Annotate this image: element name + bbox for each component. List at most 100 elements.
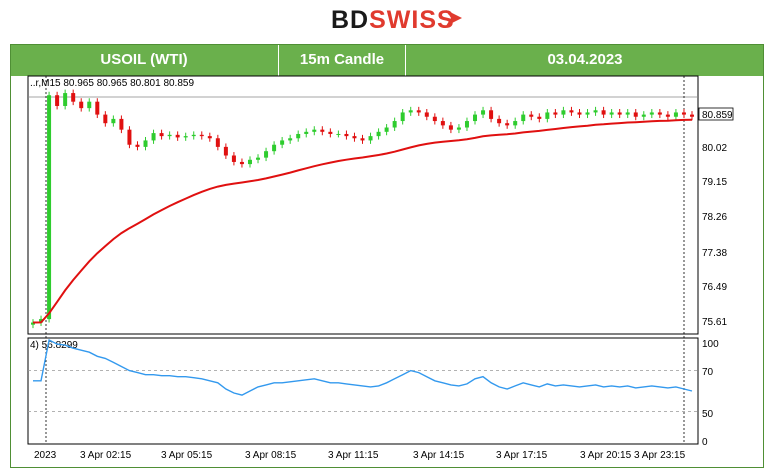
y-tick-label: 80.02	[702, 143, 727, 154]
candle-body	[416, 110, 421, 113]
candle-body	[31, 322, 35, 325]
current-price-label: 80.859	[702, 110, 733, 121]
candle-body	[39, 319, 44, 323]
candle-body	[513, 121, 518, 126]
x-tick-label: 3 Apr 23:15	[634, 450, 686, 461]
candle-body	[143, 140, 148, 147]
candle-body	[304, 131, 309, 134]
candle-body	[167, 134, 172, 137]
candle-body	[529, 114, 534, 117]
candle-body	[191, 134, 196, 137]
candle-body	[79, 101, 84, 109]
rsi-tick-label: 100	[702, 339, 719, 350]
candle-body	[456, 127, 461, 130]
candle-body	[312, 129, 317, 132]
x-tick-label: 3 Apr 11:15	[328, 450, 379, 461]
candle-body	[280, 140, 285, 145]
candle-body	[448, 125, 453, 130]
candle-body	[392, 121, 397, 128]
candle-body	[641, 114, 646, 117]
candle-body	[352, 136, 357, 139]
y-tick-label: 76.49	[702, 282, 727, 293]
candle-body	[673, 112, 678, 117]
candle-body	[135, 144, 140, 147]
candle-body	[384, 127, 389, 132]
candle-body	[690, 114, 694, 117]
candle-body	[127, 129, 132, 145]
candle-body	[497, 118, 502, 124]
candle-body	[577, 112, 582, 115]
candle-body	[119, 118, 124, 130]
candle-body	[545, 112, 550, 119]
candle-body	[569, 110, 574, 113]
candle-body	[103, 114, 108, 124]
candle-body	[585, 112, 590, 115]
date-label: 03.04.2023	[547, 51, 623, 68]
candle-body	[87, 101, 92, 109]
candle-body	[344, 133, 349, 137]
candle-body	[71, 93, 76, 102]
candle-body	[247, 159, 252, 165]
candle-body	[175, 134, 180, 138]
candle-body	[207, 136, 212, 139]
y-tick-label: 77.38	[702, 248, 727, 259]
candle-body	[183, 136, 188, 138]
rsi-tick-label: 0	[702, 437, 708, 448]
candle-body	[231, 155, 236, 162]
x-tick-label: 3 Apr 08:15	[245, 450, 297, 461]
candle-body	[408, 110, 413, 113]
candle-body	[264, 151, 269, 158]
rsi-tick-label: 50	[702, 409, 714, 420]
candle-body	[272, 144, 277, 152]
y-tick-label: 78.26	[702, 212, 727, 223]
candle-body	[649, 112, 654, 115]
y-tick-label: 75.61	[702, 317, 727, 328]
candle-body	[521, 114, 526, 122]
candle-body	[553, 112, 558, 115]
candle-body	[489, 110, 494, 119]
candle-body	[593, 110, 598, 113]
candle-body	[55, 95, 60, 106]
candle-body	[617, 112, 622, 115]
chart-header: USOIL (WTI) 15m Candle 03.04.2023	[10, 44, 764, 76]
candle-body	[336, 133, 341, 135]
candle-body	[537, 116, 542, 119]
candle-body	[95, 101, 100, 115]
moving-average-line	[32, 118, 693, 324]
candle-body	[328, 131, 333, 134]
candle-body	[481, 110, 486, 115]
candle-body	[159, 133, 164, 137]
brand-logo: BDSWISS	[0, 0, 780, 42]
candle-body	[288, 138, 293, 141]
indicator-title: 4) 56.8299	[30, 340, 78, 351]
candle-body	[63, 93, 68, 106]
candle-body	[440, 121, 445, 126]
x-tick-label: 3 Apr 17:15	[496, 450, 548, 461]
candle-body	[376, 131, 381, 137]
rsi-line	[33, 338, 693, 396]
logo-arrow-icon	[446, 10, 462, 26]
candle-body	[609, 112, 614, 115]
candle-body	[47, 95, 52, 320]
rsi-tick-label: 70	[702, 367, 714, 378]
candle-body	[368, 136, 373, 141]
candle-body	[400, 112, 405, 122]
x-tick-label: 3 Apr 05:15	[161, 450, 213, 461]
candle-body	[432, 116, 437, 122]
candle-body	[239, 161, 244, 165]
chart-frame	[10, 44, 764, 468]
candle-body	[151, 133, 156, 141]
candle-body	[215, 138, 220, 147]
y-tick-label: 79.15	[702, 177, 727, 188]
candle-body	[256, 157, 261, 160]
main-chart-title: ..r,M15 80.965 80.965 80.801 80.859	[30, 78, 194, 89]
logo-wordmark: BDSWISS	[331, 6, 455, 34]
candle-body	[665, 114, 670, 117]
candle-body	[320, 129, 325, 132]
x-tick-label: 2023	[34, 450, 57, 461]
candle-body	[561, 110, 566, 115]
candle-body	[505, 123, 510, 126]
candle-body	[464, 121, 469, 128]
candle-body	[360, 138, 365, 141]
